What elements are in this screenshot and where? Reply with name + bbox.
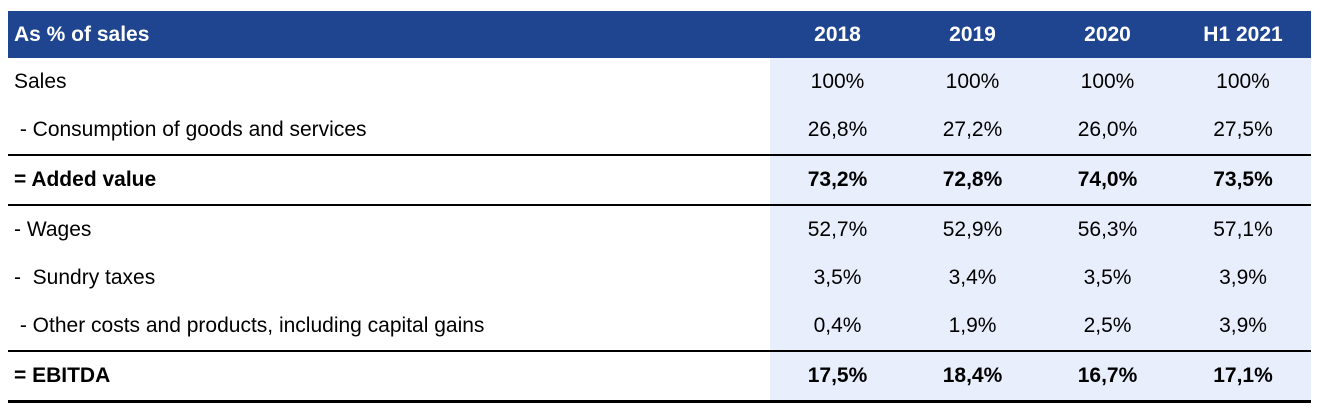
cell-value: 100% <box>770 58 905 106</box>
row-added-value: = Added value 73,2% 72,8% 74,0% 73,5% <box>8 154 1311 205</box>
sales-ratio-table-container: As % of sales 2018 2019 2020 H1 2021 Sal… <box>8 11 1311 403</box>
cell-value: 3,9% <box>1175 254 1311 302</box>
cell-value: 3,5% <box>770 254 905 302</box>
cell-value: 56,3% <box>1040 204 1175 254</box>
row-label: = EBITDA <box>8 350 770 403</box>
header-h1-2021: H1 2021 <box>1175 11 1311 58</box>
row-label: = Added value <box>8 154 770 205</box>
header-2020: 2020 <box>1040 11 1175 58</box>
row-consumption: - Consumption of goods and services 26,8… <box>8 106 1311 155</box>
header-label: As % of sales <box>8 11 770 58</box>
cell-value: 26,8% <box>770 106 905 155</box>
cell-value: 3,5% <box>1040 254 1175 302</box>
cell-value: 57,1% <box>1175 204 1311 254</box>
cell-value: 27,5% <box>1175 106 1311 155</box>
header-2018: 2018 <box>770 11 905 58</box>
cell-value: 2,5% <box>1040 302 1175 351</box>
cell-value: 3,9% <box>1175 302 1311 351</box>
cell-value: 52,7% <box>770 204 905 254</box>
cell-value: 100% <box>1175 58 1311 106</box>
row-label: Sales <box>8 58 770 106</box>
cell-value: 17,5% <box>770 350 905 403</box>
cell-value: 1,9% <box>905 302 1040 351</box>
cell-value: 27,2% <box>905 106 1040 155</box>
row-other-costs: - Other costs and products, including ca… <box>8 302 1311 351</box>
sales-ratio-table: As % of sales 2018 2019 2020 H1 2021 Sal… <box>8 11 1311 403</box>
cell-value: 0,4% <box>770 302 905 351</box>
row-label: - Sundry taxes <box>8 254 770 302</box>
cell-value: 18,4% <box>905 350 1040 403</box>
row-label: - Other costs and products, including ca… <box>8 302 770 351</box>
row-wages: - Wages 52,7% 52,9% 56,3% 57,1% <box>8 204 1311 254</box>
header-2019: 2019 <box>905 11 1040 58</box>
row-label: - Wages <box>8 204 770 254</box>
cell-value: 74,0% <box>1040 154 1175 205</box>
cell-value: 73,5% <box>1175 154 1311 205</box>
cell-value: 3,4% <box>905 254 1040 302</box>
cell-value: 100% <box>1040 58 1175 106</box>
row-sundry-taxes: - Sundry taxes 3,5% 3,4% 3,5% 3,9% <box>8 254 1311 302</box>
cell-value: 17,1% <box>1175 350 1311 403</box>
table-header-row: As % of sales 2018 2019 2020 H1 2021 <box>8 11 1311 58</box>
row-ebitda: = EBITDA 17,5% 18,4% 16,7% 17,1% <box>8 350 1311 403</box>
cell-value: 16,7% <box>1040 350 1175 403</box>
cell-value: 26,0% <box>1040 106 1175 155</box>
cell-value: 72,8% <box>905 154 1040 205</box>
cell-value: 52,9% <box>905 204 1040 254</box>
cell-value: 100% <box>905 58 1040 106</box>
cell-value: 73,2% <box>770 154 905 205</box>
row-label: - Consumption of goods and services <box>8 106 770 155</box>
row-sales: Sales 100% 100% 100% 100% <box>8 58 1311 106</box>
